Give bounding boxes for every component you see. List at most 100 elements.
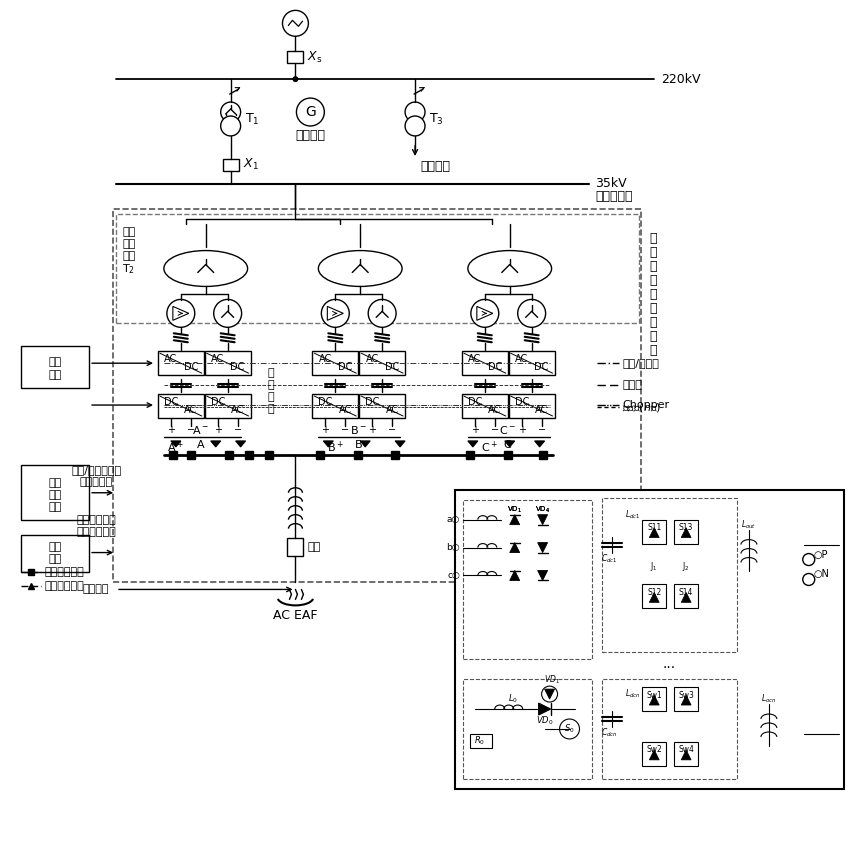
Polygon shape	[681, 527, 691, 537]
Circle shape	[542, 686, 558, 702]
Text: Sw4: Sw4	[678, 745, 694, 754]
Text: J$_1$: J$_1$	[650, 560, 658, 573]
Polygon shape	[510, 570, 519, 580]
Text: +: +	[518, 425, 525, 435]
Bar	[265, 451, 273, 459]
Bar	[602, 680, 737, 779]
Text: ...: ...	[662, 657, 676, 671]
Text: $VD_0$: $VD_0$	[536, 715, 554, 727]
Bar	[21, 535, 89, 573]
Bar	[205, 352, 250, 375]
Text: b○: b○	[446, 543, 460, 552]
Text: −: −	[187, 425, 195, 435]
Text: 供: 供	[650, 260, 656, 273]
Polygon shape	[510, 515, 519, 525]
Text: 系统: 系统	[49, 553, 62, 563]
Text: （负载侧）: （负载侧）	[80, 477, 112, 487]
Text: VD$_1$: VD$_1$	[507, 505, 522, 515]
Text: +: +	[213, 425, 222, 435]
Bar	[21, 346, 89, 388]
Text: +: +	[167, 425, 175, 435]
Bar	[674, 584, 698, 608]
Text: 控制: 控制	[49, 502, 62, 511]
Bar	[674, 742, 698, 766]
Text: AC: AC	[515, 354, 528, 364]
Text: AC: AC	[339, 405, 352, 415]
Text: 电: 电	[650, 302, 656, 315]
Text: 35kV: 35kV	[596, 177, 627, 190]
Text: 功率: 功率	[49, 478, 62, 488]
Circle shape	[283, 10, 309, 36]
Polygon shape	[395, 441, 405, 447]
Text: B$^-$: B$^-$	[350, 424, 367, 436]
Text: AC EAF: AC EAF	[273, 609, 318, 621]
Text: VD$_1$: VD$_1$	[507, 505, 522, 515]
Text: S12: S12	[647, 588, 662, 597]
Bar	[674, 687, 698, 711]
Circle shape	[803, 553, 815, 565]
Bar	[509, 352, 554, 375]
Text: $L_{out}$: $L_{out}$	[741, 518, 757, 531]
Text: 电: 电	[650, 288, 656, 301]
Text: 发电机组: 发电机组	[296, 130, 326, 142]
Polygon shape	[537, 515, 548, 525]
Text: J$_2$: J$_2$	[682, 560, 690, 573]
Text: 水冷: 水冷	[49, 357, 62, 368]
Text: 用电负荷: 用电负荷	[420, 161, 450, 173]
Text: A: A	[197, 440, 205, 450]
Text: Chopper: Chopper	[622, 400, 669, 410]
Text: −: −	[491, 425, 499, 435]
Bar	[642, 687, 666, 711]
Text: A$^-$: A$^-$	[192, 424, 209, 436]
Text: DC: DC	[385, 362, 399, 373]
Bar	[359, 352, 405, 375]
Polygon shape	[171, 441, 181, 447]
Bar	[642, 520, 666, 543]
Bar	[116, 214, 639, 323]
Text: +: +	[321, 425, 329, 435]
Text: DC: DC	[468, 397, 482, 407]
Bar	[466, 451, 474, 459]
Bar	[158, 352, 204, 375]
Bar	[463, 680, 592, 779]
Text: AC: AC	[319, 354, 332, 364]
Text: 短网: 短网	[308, 542, 321, 552]
Text: C$^+$: C$^+$	[482, 439, 498, 455]
Circle shape	[405, 116, 425, 136]
Bar	[205, 394, 250, 418]
Bar	[225, 451, 232, 459]
Polygon shape	[539, 703, 550, 715]
Bar	[354, 451, 363, 459]
Polygon shape	[468, 441, 478, 447]
Text: 单元: 单元	[49, 489, 62, 500]
Text: AC: AC	[211, 354, 225, 364]
Text: 元: 元	[267, 404, 274, 414]
Text: 电极控制: 电极控制	[83, 584, 110, 595]
Polygon shape	[650, 750, 659, 760]
Text: AC: AC	[386, 405, 399, 415]
Text: ${\rm T_1}$: ${\rm T_1}$	[244, 112, 259, 126]
Polygon shape	[681, 750, 691, 760]
Text: AC: AC	[184, 405, 197, 415]
Polygon shape	[650, 527, 659, 537]
Polygon shape	[544, 689, 554, 699]
Polygon shape	[681, 592, 691, 602]
Text: AC: AC	[535, 405, 548, 415]
Text: −: −	[388, 425, 396, 435]
Text: VD$_4$: VD$_4$	[535, 505, 550, 515]
Bar	[169, 451, 177, 459]
Text: DC: DC	[318, 397, 333, 407]
Text: 变压: 变压	[122, 239, 135, 249]
Text: $X_{\rm 1}$: $X_{\rm 1}$	[243, 157, 259, 172]
Bar	[642, 584, 666, 608]
Bar	[509, 394, 554, 418]
Text: 共模电流回路: 共模电流回路	[45, 581, 84, 591]
Text: A$^+$: A$^+$	[167, 439, 184, 455]
Polygon shape	[535, 441, 544, 447]
Text: 输入/输出端: 输入/输出端	[622, 358, 659, 368]
Text: 源: 源	[650, 316, 656, 329]
Text: 星形/三角形联结: 星形/三角形联结	[71, 465, 121, 475]
Text: B$^+$: B$^+$	[327, 439, 344, 455]
Polygon shape	[681, 696, 691, 705]
Polygon shape	[650, 592, 659, 602]
